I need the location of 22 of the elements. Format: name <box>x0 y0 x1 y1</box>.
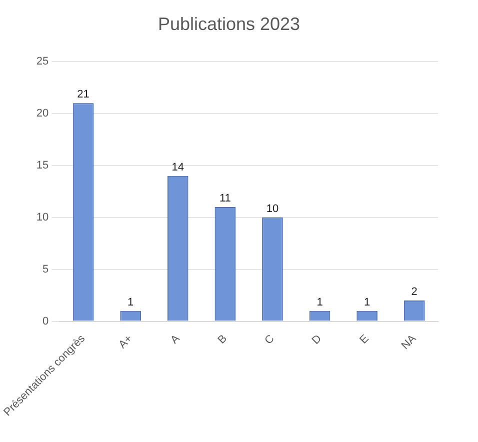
data-label: 14 <box>172 161 184 174</box>
data-label: 2 <box>411 286 418 298</box>
chart-title: Publications 2023 <box>158 14 300 34</box>
x-tick-label: NA <box>399 332 420 352</box>
x-tick-label: A <box>168 332 183 346</box>
x-tick-label: C <box>262 332 277 347</box>
y-tick-label: 15 <box>36 160 49 172</box>
data-label: 10 <box>266 202 279 215</box>
data-label: 21 <box>77 88 90 101</box>
x-tick-label: B <box>216 332 230 346</box>
x-tick-label: D <box>310 332 324 347</box>
y-tick-label: 5 <box>42 263 49 276</box>
x-tick-label: E <box>358 332 372 346</box>
data-label: 1 <box>128 296 134 308</box>
y-tick-label: 25 <box>36 56 49 68</box>
y-tick-label: 10 <box>36 211 49 224</box>
data-label: 1 <box>364 296 370 308</box>
data-label: 11 <box>219 192 231 205</box>
x-tick-label: A+ <box>116 332 135 351</box>
y-tick-label: 0 <box>42 315 49 328</box>
y-tick-label: 20 <box>36 108 49 120</box>
data-label: 1 <box>316 296 323 308</box>
